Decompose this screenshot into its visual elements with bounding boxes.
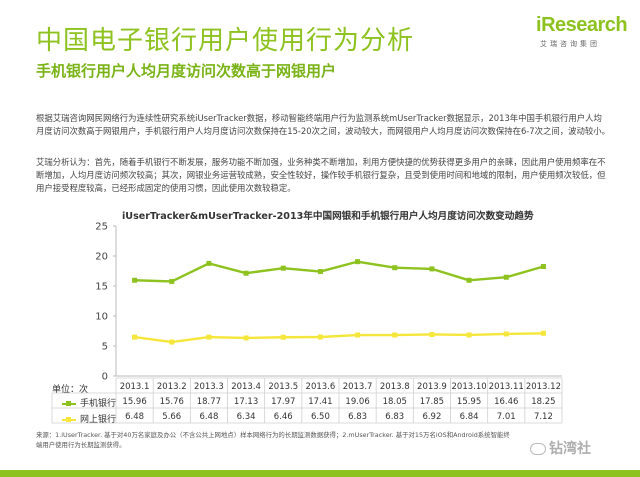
series-1-point <box>503 274 509 280</box>
table-value-series-1: 16.46 <box>494 397 518 407</box>
x-tick-label: 2013.8 <box>380 382 410 392</box>
series-1-point <box>429 266 435 272</box>
legend-series-1: 手机银行 <box>62 396 116 409</box>
x-tick-label: 2013.3 <box>194 382 224 392</box>
table-value-series-2: 6.48 <box>199 412 218 422</box>
series-2-point <box>317 334 323 340</box>
series-1-point <box>392 265 398 271</box>
table-value-series-1: 15.96 <box>122 397 146 407</box>
table-value-series-2: 5.66 <box>162 412 181 422</box>
series-1-point <box>466 277 472 283</box>
table-value-series-1: 17.97 <box>271 397 295 407</box>
series-2-point <box>280 334 286 340</box>
series-1-point <box>169 278 175 284</box>
x-tick-label: 2013.2 <box>157 382 187 392</box>
x-tick-label: 2013.5 <box>268 382 298 392</box>
bottom-accent-bar <box>0 470 640 477</box>
table-value-series-2: 6.84 <box>460 412 479 422</box>
x-tick-label: 2013.6 <box>306 382 336 392</box>
table-value-series-1: 17.85 <box>420 397 444 407</box>
y-tick-label: 25 <box>95 222 108 233</box>
x-tick-label: 2013.9 <box>417 382 447 392</box>
x-tick-label: 2013.4 <box>231 382 261 392</box>
y-tick-label: 10 <box>95 312 108 323</box>
legend-label-2: 网上银行 <box>80 415 117 425</box>
x-tick-label: 2013.10 <box>452 382 487 392</box>
table-value-series-1: 19.06 <box>345 397 369 407</box>
logo-subtitle: 艾瑞咨询集团 <box>540 40 600 48</box>
series-2-point <box>392 332 398 338</box>
series-2-point <box>169 339 175 345</box>
series-1-point <box>280 265 286 271</box>
table-value-series-1: 17.41 <box>308 397 332 407</box>
table-value-series-2: 6.50 <box>311 412 330 422</box>
unit-label: 单位：次 <box>52 385 89 395</box>
table-value-series-1: 18.25 <box>531 397 555 407</box>
table-value-series-2: 6.83 <box>348 412 367 422</box>
y-tick-label: 20 <box>95 252 108 263</box>
x-tick-label: 2013.11 <box>489 382 524 392</box>
iresearch-logo: iResearch 艾瑞咨询集团 <box>536 14 628 60</box>
x-tick-label: 2013.12 <box>526 382 561 392</box>
table-value-series-2: 6.92 <box>422 412 441 422</box>
watermark-text: 钻湾社 <box>549 441 591 457</box>
series-line-2 <box>134 332 544 344</box>
chart-title: iUserTracker&mUserTracker-2013年中国网银和手机银行… <box>122 211 534 222</box>
legend-series-2: 网上银行 <box>62 412 116 425</box>
table-value-series-1: 18.05 <box>383 397 407 407</box>
series-2-point <box>132 334 138 340</box>
x-tick-label: 2013.1 <box>120 382 150 392</box>
table-value-series-1: 15.76 <box>160 397 184 407</box>
series-1-point <box>243 270 249 276</box>
page-subtitle: 手机银行用户人均月度访问次数高于网银用户 <box>36 62 337 80</box>
y-tick-label: 0 <box>102 372 108 383</box>
source-footnote: 来源：1.iUserTracker. 基于对40万名家庭及办公（不含公共上网地点… <box>36 431 510 449</box>
paragraph-1: 根据艾瑞咨询网民网络行为连续性研究系统iUserTracker数据，移动智能终端… <box>36 113 611 137</box>
table-value-series-1: 18.77 <box>197 397 221 407</box>
series-2-point <box>355 332 361 338</box>
legend-swatch-1 <box>62 400 76 406</box>
legend-swatch-2 <box>62 416 76 422</box>
table-value-series-2: 7.01 <box>497 412 516 422</box>
table-value-series-1: 17.13 <box>234 397 258 407</box>
table-value-series-2: 6.46 <box>274 412 293 422</box>
series-1-point <box>317 269 323 275</box>
chat-bubble-icon <box>530 443 546 455</box>
y-tick-label: 15 <box>95 282 108 293</box>
table-value-series-2: 6.34 <box>237 412 256 422</box>
series-1-point <box>206 260 212 266</box>
table-value-series-2: 6.48 <box>125 412 144 422</box>
series-1-point <box>355 259 361 265</box>
logo-brand-i: i <box>536 14 542 36</box>
table-value-series-2: 6.83 <box>385 412 404 422</box>
series-2-point <box>206 334 212 340</box>
series-2-point <box>466 332 472 338</box>
series-2-point <box>243 335 249 341</box>
series-2-point <box>429 331 435 337</box>
watermark: 钻湾社 <box>530 438 591 458</box>
series-2-point <box>503 331 509 337</box>
page-title: 中国电子银行用户使用行为分析 <box>36 26 415 56</box>
series-1-point <box>132 277 138 283</box>
paragraph-2: 艾瑞分析认为：首先，随着手机银行不断发展，服务功能不断加强，业务种类不断增加，利… <box>36 157 606 194</box>
y-tick-label: 5 <box>102 342 108 353</box>
series-1-point <box>540 264 546 269</box>
legend-label-1: 手机银行 <box>80 399 117 409</box>
series-2-point <box>540 330 546 336</box>
table-value-series-1: 15.95 <box>457 397 481 407</box>
series-line-1 <box>134 260 544 283</box>
logo-brand-text: Research <box>541 14 628 36</box>
table-value-series-2: 7.12 <box>534 412 553 422</box>
x-tick-label: 2013.7 <box>343 382 373 392</box>
